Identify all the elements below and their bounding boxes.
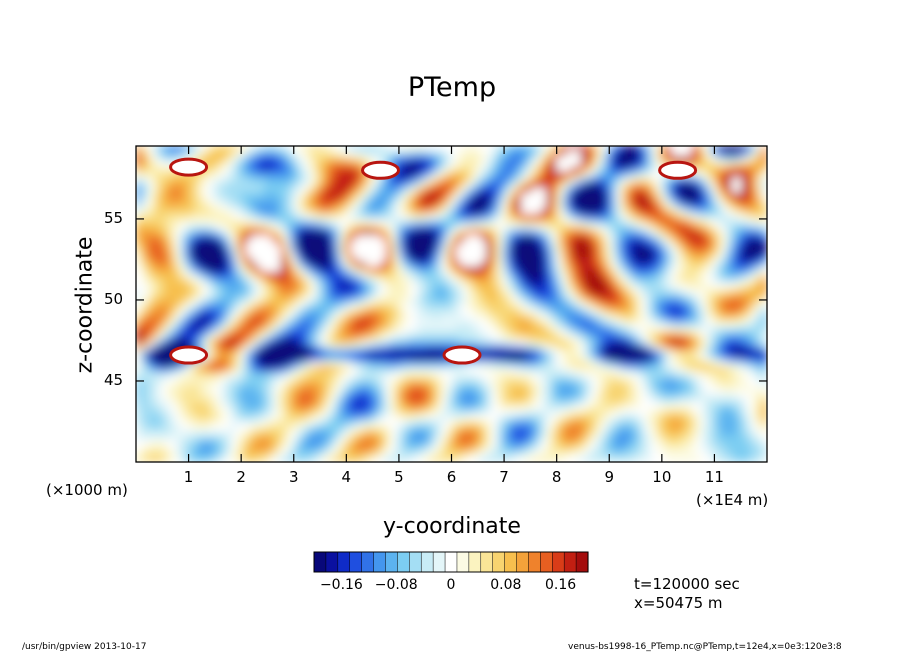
colorbar xyxy=(313,551,589,573)
x-tick-label: 1 xyxy=(183,468,194,486)
x-tick-label: 4 xyxy=(341,468,352,486)
saturated-feature xyxy=(169,157,209,177)
colorbar-swatch xyxy=(480,551,494,573)
colorbar-swatch xyxy=(504,551,518,573)
x-axis-units: (×1E4 m) xyxy=(696,491,769,509)
colorbar-swatch xyxy=(468,551,482,573)
colorbar-swatch xyxy=(528,551,541,573)
y-tick-label: 45 xyxy=(104,370,124,389)
colorbar-swatch xyxy=(373,551,387,573)
saturated-feature xyxy=(442,345,482,365)
colorbar-swatch xyxy=(444,551,458,573)
colorbar-swatch xyxy=(349,551,363,573)
time-annotation: t=120000 sec x=50475 m xyxy=(634,575,740,613)
y-tick-label: 55 xyxy=(104,208,124,227)
colorbar-swatch xyxy=(397,551,410,573)
x-tick-label: 5 xyxy=(394,468,404,486)
x-tick-label: 3 xyxy=(288,468,299,486)
x-tick-label: 10 xyxy=(652,468,672,486)
chart-title: PTemp xyxy=(407,72,497,103)
y-tick-label: 50 xyxy=(104,289,124,308)
colorbar-swatch xyxy=(409,551,422,573)
x-tick-label: 11 xyxy=(704,468,724,486)
footer-source: venus-bs1998-16_PTemp.nc@PTemp,t=12e4,x=… xyxy=(568,642,842,652)
colorbar-tick-label: 0 xyxy=(446,577,456,593)
colorbar-tick-label: −0.16 xyxy=(319,577,363,593)
x-tick-label: 6 xyxy=(446,468,457,486)
colorbar-swatch xyxy=(432,551,446,573)
x-tick-label: 8 xyxy=(551,468,562,486)
colorbar-swatch xyxy=(325,551,339,573)
colorbar-swatch xyxy=(563,551,577,573)
heatmap-field xyxy=(136,146,767,462)
colorbar-border xyxy=(313,551,589,573)
colorbar-swatch xyxy=(540,551,553,573)
saturated-feature xyxy=(361,160,401,180)
colorbar-swatch xyxy=(420,551,434,573)
x-axis-ticks xyxy=(187,146,716,462)
colorbar-swatch xyxy=(385,551,398,573)
colorbar-swatch xyxy=(575,551,589,573)
colorbar-tick-label: 0.16 xyxy=(545,577,577,593)
x-position-value: x=50475 m xyxy=(634,594,723,612)
colorbar-swatch xyxy=(361,551,375,573)
saturated-feature xyxy=(658,160,698,180)
colorbar-swatch xyxy=(456,551,470,573)
saturated-feature xyxy=(169,345,209,365)
colorbar-swatch xyxy=(492,551,506,573)
y-axis-label: z-coordinate xyxy=(72,236,98,374)
x-tick-label: 2 xyxy=(236,468,246,486)
footer-command: /usr/bin/gpview 2013-10-17 xyxy=(22,642,147,652)
colorbar-swatch xyxy=(313,551,327,573)
colorbar-swatch xyxy=(516,551,529,573)
y-axis-units: (×1000 m) xyxy=(46,481,128,499)
y-axis-ticks xyxy=(136,218,767,382)
colorbar-tick-label: −0.08 xyxy=(374,577,418,593)
x-tick-label: 9 xyxy=(604,468,615,486)
x-tick-label: 7 xyxy=(499,468,509,486)
colorbar-swatch xyxy=(337,551,351,573)
colorbar-tick-label: 0.08 xyxy=(490,577,522,593)
x-axis-label: y-coordinate xyxy=(383,514,521,539)
time-value: t=120000 sec xyxy=(634,575,740,593)
colorbar-swatch xyxy=(552,551,565,573)
